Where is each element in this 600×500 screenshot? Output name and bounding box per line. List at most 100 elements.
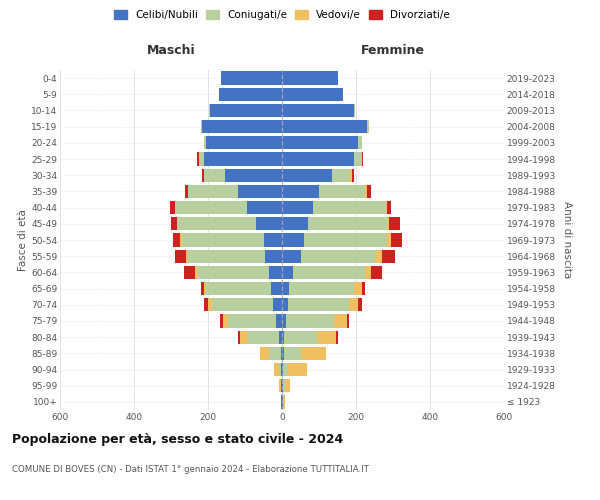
Bar (362, 282, 365, 295)
Bar (204, 298, 208, 312)
Bar (286, 314, 334, 328)
Bar (293, 266, 365, 279)
Bar (282, 168, 332, 182)
Bar (282, 314, 286, 328)
Bar (367, 120, 369, 134)
Bar (282, 185, 319, 198)
Bar (210, 104, 282, 117)
Bar (248, 330, 279, 344)
Bar (367, 185, 371, 198)
Bar (388, 217, 389, 230)
Bar (332, 168, 350, 182)
Bar (308, 217, 388, 230)
Bar (271, 282, 282, 295)
Bar (197, 266, 269, 279)
Bar (283, 396, 284, 408)
Bar (182, 234, 263, 246)
Bar (273, 298, 282, 312)
Bar (282, 266, 293, 279)
Bar (389, 217, 400, 230)
Bar (349, 298, 358, 312)
Bar (238, 185, 282, 198)
Bar (220, 314, 223, 328)
Bar (382, 250, 395, 263)
Bar (282, 104, 354, 117)
Bar (391, 234, 402, 246)
Bar (208, 298, 212, 312)
Bar (221, 72, 282, 85)
Bar (256, 217, 282, 230)
Bar (180, 234, 182, 246)
Bar (170, 201, 175, 214)
Text: Popolazione per età, sesso e stato civile - 2024: Popolazione per età, sesso e stato civil… (12, 432, 343, 446)
Bar (354, 104, 355, 117)
Bar (388, 234, 391, 246)
Bar (206, 136, 282, 149)
Bar (301, 346, 326, 360)
Bar (282, 363, 283, 376)
Bar (287, 298, 349, 312)
Bar (184, 266, 195, 279)
Bar (282, 396, 283, 408)
Bar (204, 152, 282, 166)
Bar (269, 346, 281, 360)
Bar (282, 152, 354, 166)
Bar (347, 314, 349, 328)
Bar (224, 168, 282, 182)
Bar (188, 185, 238, 198)
Text: COMUNE DI BOVES (CN) - Dati ISTAT 1° gennaio 2024 - Elaborazione TUTTITALIA.IT: COMUNE DI BOVES (CN) - Dati ISTAT 1° gen… (12, 466, 369, 474)
Bar (229, 314, 277, 328)
Bar (282, 72, 337, 85)
Bar (282, 234, 304, 246)
Bar (263, 234, 282, 246)
Text: Femmine: Femmine (361, 44, 425, 57)
Bar (195, 266, 197, 279)
Bar (206, 282, 271, 295)
Bar (284, 346, 301, 360)
Bar (282, 298, 287, 312)
Y-axis label: Anni di nascita: Anni di nascita (562, 202, 572, 278)
Bar (175, 201, 247, 214)
Bar (203, 136, 204, 149)
Bar (185, 185, 188, 198)
Bar (282, 217, 308, 230)
Bar (282, 120, 367, 134)
Bar (288, 363, 307, 376)
Bar (212, 298, 273, 312)
Bar (386, 201, 388, 214)
Bar (171, 217, 176, 230)
Bar (188, 250, 265, 263)
Bar (199, 152, 204, 166)
Bar (265, 250, 282, 263)
Bar (283, 363, 288, 376)
Bar (219, 88, 282, 101)
Bar (204, 168, 224, 182)
Bar (282, 282, 289, 295)
Bar (175, 250, 186, 263)
Y-axis label: Fasce di età: Fasce di età (18, 209, 28, 271)
Bar (358, 136, 362, 149)
Bar (365, 266, 371, 279)
Bar (247, 201, 282, 214)
Bar (279, 330, 282, 344)
Bar (281, 363, 282, 376)
Bar (280, 363, 281, 376)
Bar (282, 379, 283, 392)
Bar (319, 185, 365, 198)
Bar (204, 282, 206, 295)
Bar (371, 266, 382, 279)
Bar (278, 379, 281, 392)
Bar (365, 185, 367, 198)
Bar (284, 379, 290, 392)
Legend: Celibi/Nubili, Coniugati/e, Vedovi/e, Divorziati/e: Celibi/Nubili, Coniugati/e, Vedovi/e, Di… (112, 8, 452, 22)
Bar (304, 234, 388, 246)
Bar (173, 234, 180, 246)
Bar (282, 346, 284, 360)
Bar (350, 168, 352, 182)
Bar (313, 201, 386, 214)
Bar (260, 346, 269, 360)
Bar (354, 152, 362, 166)
Bar (388, 201, 391, 214)
Bar (277, 314, 282, 328)
Bar (283, 379, 284, 392)
